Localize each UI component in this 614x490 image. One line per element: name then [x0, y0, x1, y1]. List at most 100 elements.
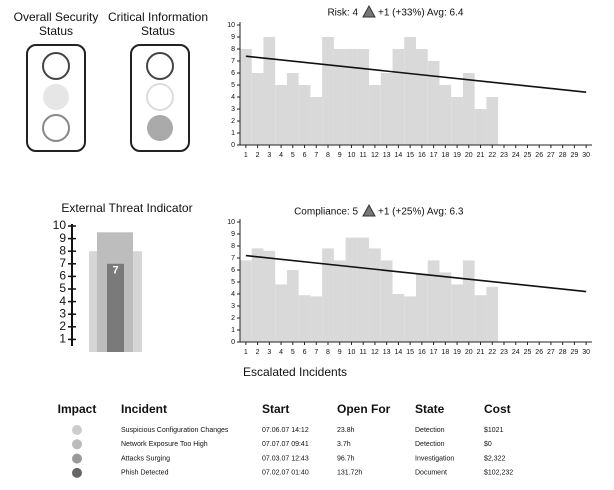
x-tick-label: 3	[267, 349, 271, 356]
x-tick-label: 22	[488, 152, 496, 159]
bar	[298, 85, 311, 145]
bar	[462, 73, 475, 145]
table-cell: $0	[484, 441, 492, 448]
x-tick-label: 10	[348, 152, 356, 159]
x-tick-label: 4	[279, 349, 283, 356]
x-tick-label: 13	[383, 152, 391, 159]
change-arrow	[362, 203, 376, 217]
x-tick-label: 17	[430, 349, 438, 356]
x-tick-label: 22	[488, 349, 496, 356]
x-tick-label: 7	[314, 152, 318, 159]
bar	[240, 49, 252, 145]
x-tick-label: 9	[338, 349, 342, 356]
header-left: Compliance: 5	[294, 207, 358, 218]
light-title: Critical Information	[108, 10, 208, 24]
x-tick-label: 9	[338, 152, 342, 159]
y-tick-label: 10	[227, 22, 235, 29]
x-tick-label: 6	[303, 152, 307, 159]
x-tick-label: 5	[291, 152, 295, 159]
bar	[286, 73, 299, 145]
bar	[275, 284, 287, 342]
x-tick-label: 11	[360, 152, 367, 159]
table-cell: Detection	[415, 427, 445, 434]
bar	[392, 294, 405, 342]
x-tick-label: 18	[441, 349, 449, 356]
x-tick-label: 27	[547, 152, 555, 159]
bar	[263, 250, 276, 342]
y-tick-label: 0	[231, 339, 235, 346]
x-tick-label: 19	[453, 349, 461, 356]
bar	[310, 97, 323, 145]
x-tick-label: 24	[512, 349, 520, 356]
bar	[369, 248, 381, 342]
bar	[404, 296, 416, 342]
value-label: 7	[112, 265, 118, 277]
table-cell: 131.72h	[337, 470, 362, 477]
header-left: Risk: 4	[327, 8, 358, 19]
x-tick-label: 24	[512, 152, 520, 159]
table-cell: 07.06.07 14:12	[262, 427, 309, 434]
light-title: Status	[141, 24, 175, 38]
header-right: +1 (+25%) Avg: 6.3	[378, 207, 464, 218]
light	[147, 115, 173, 141]
table-cell: $2,322	[484, 455, 506, 462]
y-tick-label: 3	[231, 106, 235, 113]
x-axis-label: Escalated Incidents	[243, 365, 347, 379]
y-tick-label: 10	[53, 218, 67, 232]
x-tick-label: 7	[314, 349, 318, 356]
x-tick-label: 28	[559, 152, 567, 159]
y-tick-label: 5	[231, 279, 235, 286]
bar	[357, 237, 370, 342]
x-tick-label: 21	[477, 349, 485, 356]
y-tick-label: 0	[231, 142, 235, 149]
x-tick-label: 26	[535, 349, 543, 356]
y-tick-label: 4	[59, 294, 66, 308]
bar	[298, 295, 311, 342]
x-tick-label: 8	[326, 349, 330, 356]
y-tick-label: 7	[231, 58, 235, 65]
x-tick-label: 29	[571, 152, 579, 159]
bar	[439, 85, 452, 145]
bar	[240, 260, 252, 342]
table-cell: Investigation	[415, 455, 454, 462]
table-header: Cost	[484, 402, 511, 416]
bar	[404, 37, 416, 145]
trend-line	[245, 254, 587, 293]
bullet-title: External Threat Indicator	[61, 201, 192, 215]
x-tick-label: 1	[244, 152, 248, 159]
table-cell: Attacks Surging	[121, 455, 170, 462]
y-tick-label: 7	[231, 255, 235, 262]
x-tick-label: 19	[453, 152, 461, 159]
bar	[486, 286, 499, 342]
y-tick-label: 10	[227, 219, 235, 226]
bar	[380, 73, 393, 145]
bar	[345, 49, 358, 145]
bar	[392, 49, 405, 145]
x-tick-label: 23	[500, 152, 508, 159]
impact-dot	[72, 467, 82, 478]
bar	[416, 49, 428, 145]
x-tick-label: 6	[303, 349, 307, 356]
bar	[451, 97, 463, 145]
bar	[310, 296, 323, 342]
x-tick-label: 16	[418, 349, 426, 356]
light	[42, 52, 70, 80]
x-tick-label: 3	[267, 152, 271, 159]
bar	[416, 273, 428, 342]
table-cell: 07.03.07 12:43	[262, 455, 309, 462]
table-header: Impact	[58, 402, 97, 416]
x-tick-label: 21	[477, 152, 485, 159]
bar	[357, 49, 370, 145]
bar	[427, 61, 440, 145]
bar	[251, 248, 264, 342]
x-tick-label: 13	[383, 349, 391, 356]
trend-line	[245, 55, 587, 93]
light	[42, 114, 70, 142]
bar	[439, 272, 452, 342]
bar	[345, 237, 358, 342]
light	[43, 84, 69, 110]
x-tick-label: 14	[395, 349, 403, 356]
bar	[451, 284, 463, 342]
table-cell: 07.02.07 01:40	[262, 470, 309, 477]
